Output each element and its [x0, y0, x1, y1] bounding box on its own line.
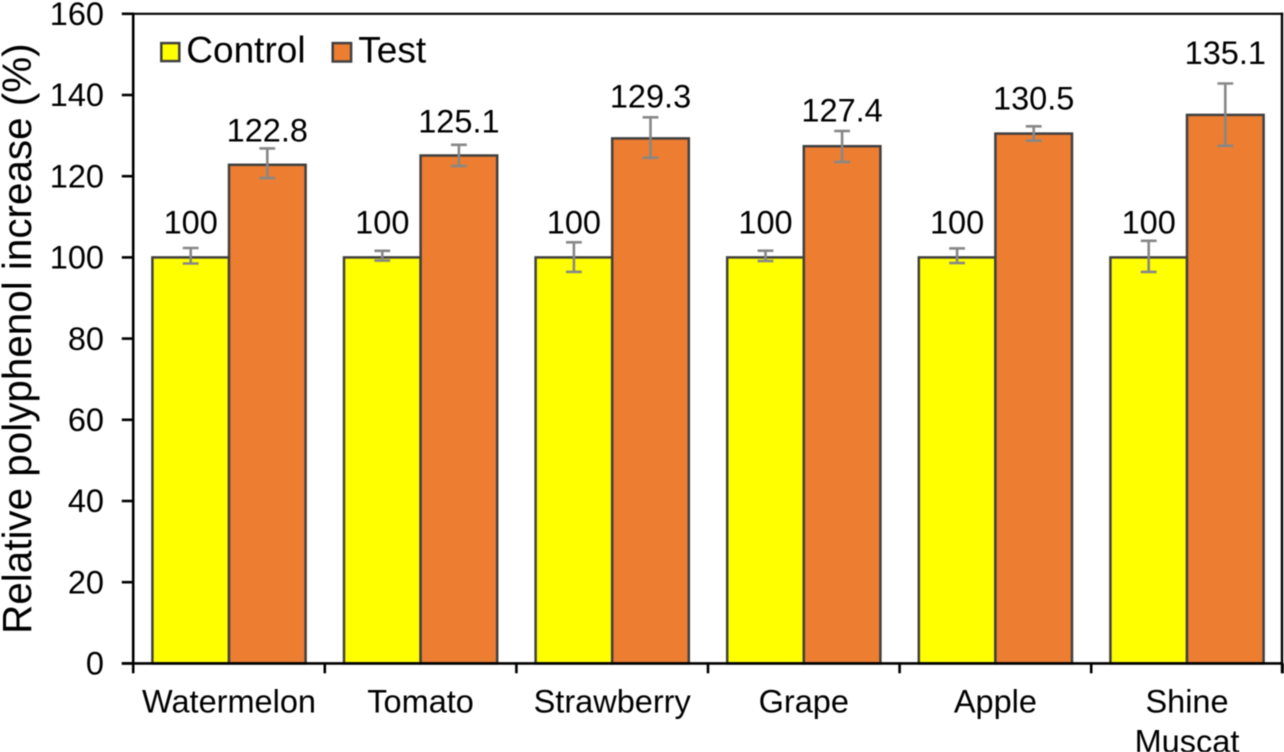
svg-text:125.1: 125.1 [418, 103, 499, 139]
svg-text:130.5: 130.5 [993, 80, 1074, 116]
svg-text:135.1: 135.1 [1185, 35, 1266, 71]
svg-text:100: 100 [547, 204, 601, 240]
svg-text:100: 100 [50, 240, 104, 276]
svg-text:120: 120 [50, 158, 104, 194]
svg-text:Tomato: Tomato [367, 683, 474, 719]
svg-text:Shine: Shine [1145, 683, 1228, 719]
svg-text:Watermelon: Watermelon [142, 683, 316, 719]
svg-text:127.4: 127.4 [801, 92, 882, 128]
svg-text:20: 20 [68, 564, 104, 600]
svg-text:40: 40 [68, 483, 104, 519]
svg-text:Apple: Apple [954, 683, 1037, 719]
svg-text:Test: Test [358, 30, 427, 71]
svg-text:0: 0 [86, 646, 104, 682]
svg-text:129.3: 129.3 [610, 79, 691, 115]
svg-text:Muscat: Muscat [1135, 724, 1240, 752]
svg-text:160: 160 [50, 0, 104, 32]
svg-text:140: 140 [50, 77, 104, 113]
svg-text:Strawberry: Strawberry [534, 683, 692, 719]
svg-text:80: 80 [68, 321, 104, 357]
svg-text:100: 100 [738, 204, 792, 240]
svg-text:100: 100 [355, 204, 409, 240]
svg-text:Control: Control [186, 30, 305, 71]
svg-text:100: 100 [164, 204, 218, 240]
svg-text:100: 100 [1122, 204, 1176, 240]
svg-text:60: 60 [68, 402, 104, 438]
svg-text:100: 100 [930, 204, 984, 240]
svg-text:Grape: Grape [759, 683, 849, 719]
svg-text:Relative polyphenol increase (: Relative polyphenol increase (%) [0, 43, 40, 633]
svg-text:122.8: 122.8 [227, 113, 308, 149]
